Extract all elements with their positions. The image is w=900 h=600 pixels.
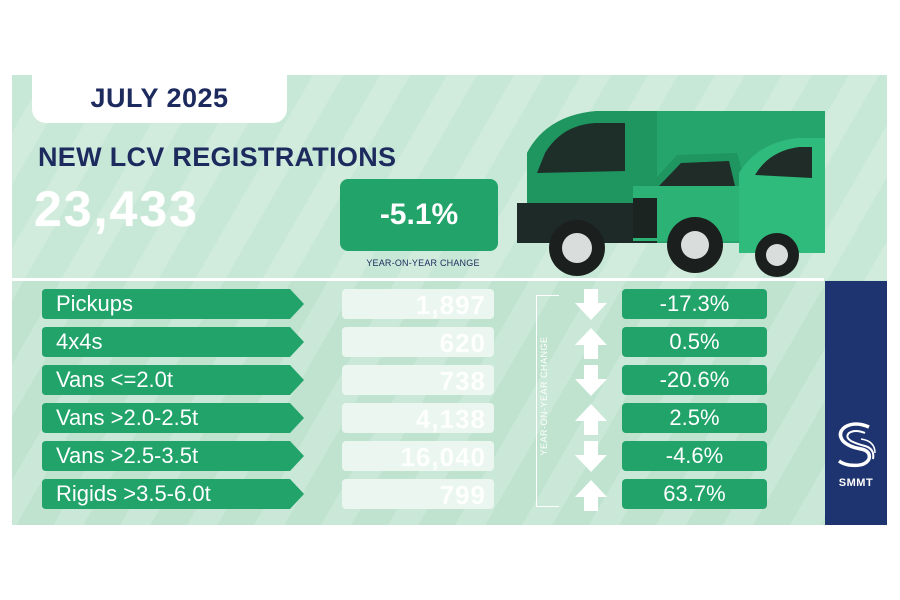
change-value: -4.6% (622, 441, 767, 471)
yoy-bracket (536, 295, 559, 507)
arrow-down-icon (575, 289, 607, 320)
category-pill: Vans >2.5-3.5t (42, 441, 304, 471)
page-title: NEW LCV REGISTRATIONS (38, 142, 397, 172)
category-label: Rigids >3.5-6.0t (56, 481, 211, 506)
category-pill: Pickups (42, 289, 304, 319)
change-value: -20.6% (622, 365, 767, 395)
table-row: Vans >2.5-3.5t 16,040 -4.6% (12, 441, 824, 475)
pill-shape (42, 327, 304, 357)
change-value: 0.5% (622, 327, 767, 357)
pill-shape (42, 289, 304, 319)
table-row: Rigids >3.5-6.0t 799 63.7% (12, 479, 824, 513)
month-label: JULY 2025 (32, 75, 287, 123)
pill-shape (42, 403, 304, 433)
registrations-value: 799 (439, 480, 486, 511)
arrow-up-icon (575, 328, 607, 359)
category-label: Vans <=2.0t (56, 367, 174, 392)
pill-shape (42, 365, 304, 395)
registrations-value: 16,040 (400, 442, 486, 473)
category-label: Vans >2.0-2.5t (56, 405, 199, 430)
pill-shape (42, 441, 304, 471)
registrations-value: 620 (439, 328, 486, 359)
section-divider (12, 278, 824, 281)
registrations-value: 4,138 (415, 404, 486, 435)
table-row: Pickups 1,897 -17.3% (12, 289, 824, 323)
table-row: Vans <=2.0t 738 -20.6% (12, 365, 824, 399)
registrations-value: 738 (439, 366, 486, 397)
registrations-value-box: 4,138 (342, 403, 494, 435)
registrations-value-box: 16,040 (342, 441, 494, 473)
category-label: Vans >2.5-3.5t (56, 443, 199, 468)
change-value: 2.5% (622, 403, 767, 433)
brand-panel: SMMT (825, 281, 887, 525)
smmt-logo-icon (837, 422, 876, 468)
category-label: 4x4s (56, 329, 103, 354)
arrow-up-icon (575, 404, 607, 435)
brand-name: SMMT (838, 477, 874, 489)
yoy-change-caption: YEAR-ON-YEAR CHANGE (366, 258, 480, 268)
arrow-down-icon (575, 441, 607, 472)
registrations-value-box: 738 (342, 365, 494, 397)
registrations-value: 1,897 (415, 290, 486, 321)
registrations-value-box: 799 (342, 479, 494, 511)
vans-illustration (517, 111, 825, 277)
change-value: 63.7% (622, 479, 767, 509)
arrow-down-icon (575, 365, 607, 396)
category-pill: 4x4s (42, 327, 304, 357)
yoy-change-badge: -5.1% (340, 179, 498, 251)
arrow-up-icon (575, 480, 607, 511)
table-row: Vans >2.0-2.5t 4,138 2.5% (12, 403, 824, 437)
infographic-card: JULY 2025 NEW LCV REGISTRATIONS 23,433 -… (12, 75, 887, 525)
change-value: -17.3% (622, 289, 767, 319)
category-pill: Rigids >3.5-6.0t (42, 479, 304, 509)
total-registrations: 23,433 (34, 181, 199, 237)
registrations-value-box: 620 (342, 327, 494, 359)
pill-shape (42, 479, 304, 509)
registrations-value-box: 1,897 (342, 289, 494, 321)
category-label: Pickups (56, 291, 134, 316)
table-row: 4x4s 620 0.5% (12, 327, 824, 361)
category-pill: Vans >2.0-2.5t (42, 403, 304, 433)
category-pill: Vans <=2.0t (42, 365, 304, 395)
